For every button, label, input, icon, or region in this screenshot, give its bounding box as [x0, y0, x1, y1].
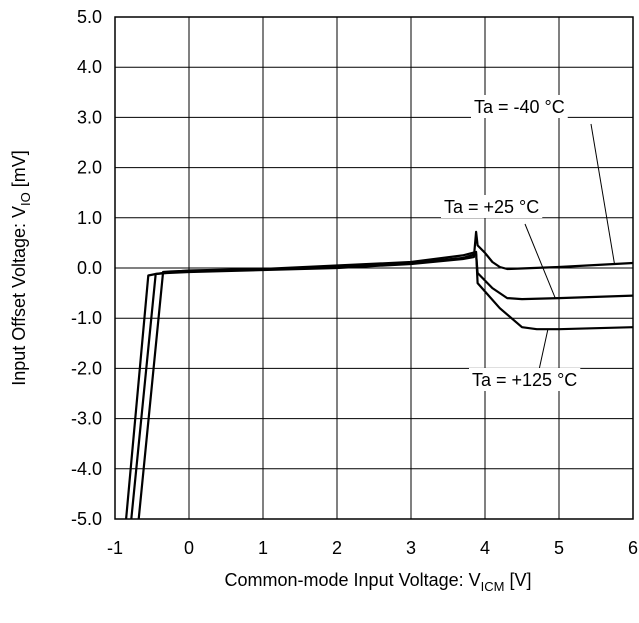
annotation-leader — [524, 223, 556, 299]
series-lines — [125, 230, 634, 520]
annotation-bg — [441, 195, 543, 218]
y-axis-title: Input Offset Voltage: VIO [mV] — [9, 150, 33, 386]
x-tick-labels: -1 0 1 2 3 4 5 6 — [107, 538, 638, 558]
x-axis-title-main: Common-mode Input Voltage: V — [225, 570, 481, 590]
x-tick-label: 6 — [628, 538, 638, 558]
annotation-label: Ta = -40 °C — [474, 97, 565, 117]
y-tick-label: 4.0 — [77, 57, 102, 77]
y-tick-label: -2.0 — [71, 358, 102, 378]
x-tick-label: -1 — [107, 538, 123, 558]
series-line — [137, 250, 634, 520]
x-tick-label: 4 — [480, 538, 490, 558]
y-axis-title-main: Input Offset Voltage: V — [9, 206, 29, 386]
annotation-leader — [538, 329, 549, 371]
x-tick-label: 3 — [406, 538, 416, 558]
y-tick-label: 5.0 — [77, 7, 102, 27]
y-tick-labels: 5.0 4.0 3.0 2.0 1.0 0.0 -1.0 -2.0 -3.0 -4.0 -5.0 — [71, 7, 102, 529]
annotation-bg — [471, 95, 568, 118]
y-tick-label: 3.0 — [77, 107, 102, 127]
y-axis-title-unit: [mV] — [9, 150, 29, 192]
y-axis-title-sub: IO — [18, 192, 33, 206]
annotation-leaders — [524, 123, 615, 371]
x-tick-label: 5 — [554, 538, 564, 558]
x-tick-label: 0 — [184, 538, 194, 558]
y-tick-label: -3.0 — [71, 409, 102, 429]
annotation-bg — [469, 368, 581, 391]
y-tick-label: 0.0 — [77, 258, 102, 278]
y-tick-label: -1.0 — [71, 308, 102, 328]
plot-frame — [114, 16, 634, 520]
x-axis-title-sub: ICM — [481, 579, 505, 594]
annotations: Ta = -40 °C Ta = +25 °C Ta = +125 °C — [441, 95, 581, 391]
y-tick-label: 1.0 — [77, 208, 102, 228]
y-tick-label: 2.0 — [77, 158, 102, 178]
x-tick-label: 2 — [332, 538, 342, 558]
x-axis-title: Common-mode Input Voltage: VICM [V] — [225, 570, 532, 594]
annotation-leader — [590, 123, 615, 265]
x-tick-label: 1 — [258, 538, 268, 558]
annotation-label: Ta = +125 °C — [472, 370, 577, 390]
y-tick-label: -5.0 — [71, 509, 102, 529]
y-tick-label: -4.0 — [71, 459, 102, 479]
x-axis-title-unit: [V] — [504, 570, 531, 590]
annotation-label: Ta = +25 °C — [444, 197, 539, 217]
